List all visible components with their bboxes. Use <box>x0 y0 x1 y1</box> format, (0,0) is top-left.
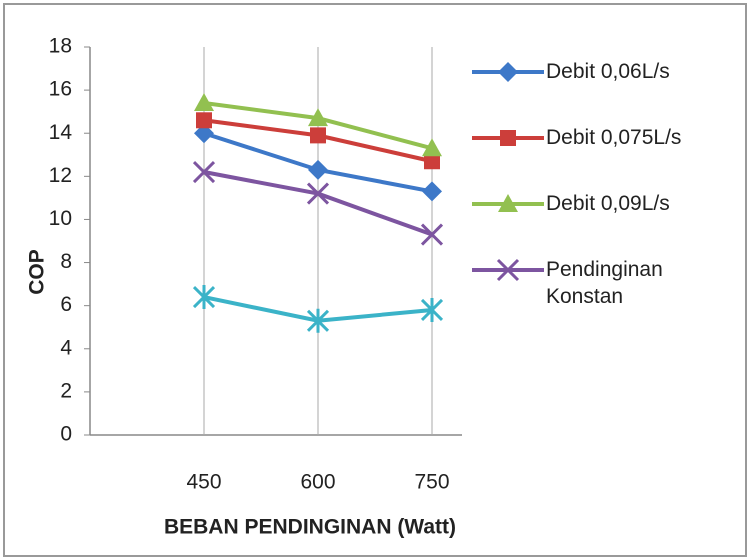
marker <box>422 138 442 157</box>
y-tick-label: 4 <box>60 336 72 359</box>
y-tick-label: 18 <box>49 35 72 58</box>
marker <box>306 308 330 333</box>
marker <box>308 159 328 180</box>
legend-swatch <box>472 62 544 82</box>
x-axis-title: BEBAN PENDINGINAN (Watt) <box>164 516 456 539</box>
y-tick-label: 8 <box>60 250 72 273</box>
marker <box>196 112 212 129</box>
y-tick-label: 12 <box>49 164 72 187</box>
legend-swatch <box>472 194 544 212</box>
legend-label: Pendinginan Konstan <box>546 258 663 308</box>
legend-label: Debit 0,09L/s <box>546 192 670 215</box>
marker <box>498 194 518 212</box>
marker <box>424 153 440 170</box>
y-tick-label: 10 <box>49 207 72 230</box>
y-tick-label: 2 <box>60 379 72 402</box>
marker <box>308 108 328 127</box>
legend-item: Pendinginan Konstan <box>470 250 740 316</box>
legend-item: Debit 0,075L/s <box>470 118 740 184</box>
legend-label: Debit 0,075L/s <box>546 126 682 149</box>
marker <box>192 160 216 184</box>
marker <box>306 182 330 205</box>
marker <box>420 223 444 246</box>
marker <box>194 93 214 112</box>
legend-label: Debit 0,06L/s <box>546 60 670 83</box>
y-axis-title: COP <box>26 249 49 295</box>
legend-item: Debit 0,09L/s <box>470 184 740 250</box>
y-tick-label: 0 <box>60 423 72 446</box>
y-tick-label: 14 <box>49 121 73 144</box>
x-tick-label: 450 <box>186 471 221 494</box>
marker <box>422 181 442 202</box>
legend-item: Debit 0,06L/s <box>470 52 740 118</box>
marker <box>496 258 520 282</box>
marker <box>310 127 326 144</box>
legend-swatch <box>472 258 544 282</box>
marker <box>498 62 518 82</box>
y-tick-label: 6 <box>60 293 72 316</box>
marker <box>500 130 516 146</box>
x-tick-label: 600 <box>300 471 335 494</box>
y-tick-label: 16 <box>49 78 72 101</box>
legend-swatch <box>472 130 544 146</box>
marker <box>420 297 444 322</box>
frame <box>3 3 747 557</box>
marker <box>192 285 216 310</box>
x-tick-label: 750 <box>414 471 449 494</box>
legend: Debit 0,06L/s Debit 0,075L/s Debit 0,09L/s… <box>470 52 740 316</box>
